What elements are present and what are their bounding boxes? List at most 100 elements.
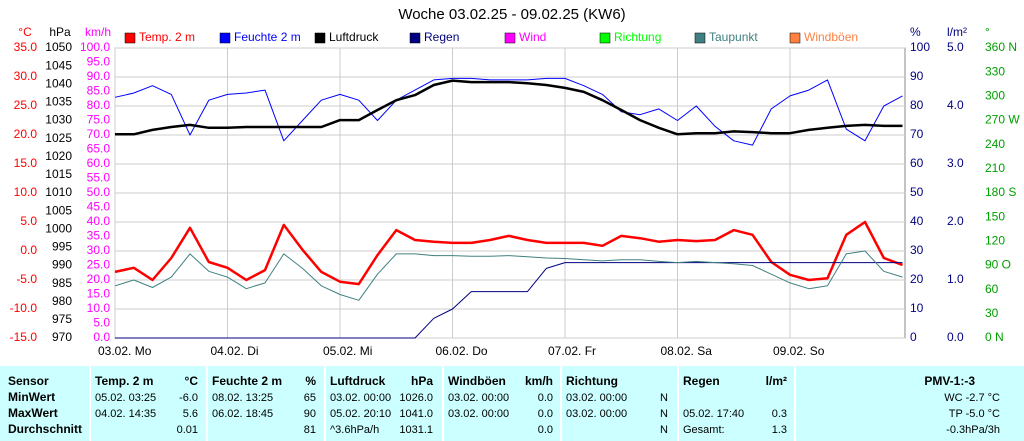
x-tick-label: 09.02. So bbox=[773, 344, 825, 358]
y-tick-label: 40 bbox=[910, 214, 924, 228]
y-tick-label: 85.0 bbox=[87, 84, 111, 98]
axis-unit: hPa bbox=[49, 25, 71, 39]
y-tick-label: 1030 bbox=[45, 113, 72, 127]
y-tick-label: 80 bbox=[910, 98, 924, 112]
y-tick-label: 100.0 bbox=[80, 40, 110, 54]
legend-label: Taupunkt bbox=[709, 30, 758, 44]
cell-time: 04.02. 14:35 bbox=[95, 408, 156, 420]
y-tick-label: 35.0 bbox=[87, 229, 111, 243]
cell-value: 0.3 bbox=[772, 408, 787, 420]
axis-unit: km/h bbox=[85, 25, 111, 39]
legend-swatch bbox=[409, 32, 421, 44]
table-header: Sensor bbox=[8, 374, 49, 388]
y-tick-label: 75.0 bbox=[87, 113, 111, 127]
y-tick-label: 100 bbox=[910, 40, 930, 54]
x-tick-label: 08.02. Sa bbox=[661, 344, 713, 358]
y-tick-label: 60 bbox=[910, 156, 924, 170]
y-tick-label: 10 bbox=[910, 301, 924, 315]
y-tick-label: 980 bbox=[52, 294, 72, 308]
y-tick-label: 300 bbox=[985, 89, 1005, 103]
cell-time: 03.02. 00:00 bbox=[330, 392, 391, 404]
y-tick-label: 270 W bbox=[985, 113, 1020, 127]
x-tick-label: 05.02. Mi bbox=[323, 344, 372, 358]
y-tick-label: 2.0 bbox=[947, 214, 964, 228]
table-header: Temp. 2 m bbox=[95, 374, 153, 388]
y-tick-label: 1015 bbox=[45, 167, 72, 181]
cell-value: 65 bbox=[304, 392, 316, 404]
legend-swatch bbox=[789, 32, 801, 44]
cell-time: 05.02. 03:25 bbox=[95, 392, 156, 404]
cell-time: 08.02. 13:25 bbox=[212, 392, 273, 404]
y-tick-label: 10.0 bbox=[87, 301, 111, 315]
y-tick-label: 990 bbox=[52, 258, 72, 272]
y-tick-label: 35.0 bbox=[14, 40, 38, 54]
cell-time: 05.02. 20:10 bbox=[330, 408, 391, 420]
y-tick-label: 5.0 bbox=[20, 214, 37, 228]
legend-label: Richtung bbox=[614, 30, 661, 44]
legend-label: Wind bbox=[519, 30, 546, 44]
cell-value: 1031.1 bbox=[399, 424, 433, 436]
y-tick-label: 1020 bbox=[45, 149, 72, 163]
cell-value: 5.6 bbox=[183, 408, 198, 420]
y-tick-label: 240 bbox=[985, 137, 1005, 151]
table-bg bbox=[0, 366, 1024, 441]
cell-value: N bbox=[660, 408, 668, 420]
y-tick-label: 985 bbox=[52, 276, 72, 290]
y-tick-label: 1025 bbox=[45, 131, 72, 145]
table-header: Regen bbox=[683, 374, 720, 388]
legend-label: Luftdruck bbox=[329, 30, 379, 44]
table-unit: km/h bbox=[525, 374, 553, 388]
series-line bbox=[114, 250, 903, 301]
cell-time: 03.02. 00:00 bbox=[448, 408, 509, 420]
y-tick-label: 1000 bbox=[45, 221, 72, 235]
series-line bbox=[115, 262, 903, 339]
y-tick-label: 60.0 bbox=[87, 156, 111, 170]
row-label: MaxWert bbox=[8, 406, 58, 420]
cell-time: 05.02. 17:40 bbox=[683, 408, 744, 420]
cell-time: 03.02. 00:00 bbox=[448, 392, 509, 404]
cell-value: 90 bbox=[304, 408, 316, 420]
table-header: Feuchte 2 m bbox=[212, 374, 282, 388]
y-tick-label: 90 bbox=[910, 69, 924, 83]
y-tick-label: 1050 bbox=[45, 40, 72, 54]
x-tick-label: 06.02. Do bbox=[436, 344, 488, 358]
y-tick-label: 70 bbox=[910, 127, 924, 141]
cell-value: N bbox=[660, 424, 668, 436]
table-header: PMV-1:-3 bbox=[924, 374, 975, 388]
y-tick-label: 1040 bbox=[45, 76, 72, 90]
cell-extra: TP -5.0 °C bbox=[949, 408, 1000, 420]
y-tick-label: 95.0 bbox=[87, 55, 111, 69]
y-tick-label: 15.0 bbox=[87, 287, 111, 301]
series-line bbox=[114, 77, 903, 146]
cell-time: 03.02. 00:00 bbox=[566, 392, 627, 404]
x-tick-label: 07.02. Fr bbox=[548, 344, 596, 358]
y-tick-label: 80.0 bbox=[87, 98, 111, 112]
y-tick-label: 1045 bbox=[45, 58, 72, 72]
axis-unit: l/m² bbox=[947, 25, 967, 39]
y-tick-label: 5.0 bbox=[93, 316, 110, 330]
legend-swatch bbox=[504, 32, 516, 44]
cell-time: ^3.6hPa/h bbox=[330, 424, 379, 436]
y-tick-label: 90 O bbox=[985, 258, 1011, 272]
cell-extra: -0.3hPa/3h bbox=[946, 424, 1000, 436]
y-tick-label: 970 bbox=[52, 330, 72, 344]
y-tick-label: 20.0 bbox=[14, 127, 38, 141]
row-label: Durchschnitt bbox=[8, 422, 82, 436]
cell-value: 1.3 bbox=[772, 424, 787, 436]
y-tick-label: 25.0 bbox=[87, 258, 111, 272]
y-tick-label: 70.0 bbox=[87, 127, 111, 141]
y-tick-label: 55.0 bbox=[87, 171, 111, 185]
y-tick-label: 0 N bbox=[985, 330, 1004, 344]
axis-unit: ° bbox=[985, 25, 990, 39]
legend-swatch bbox=[599, 32, 611, 44]
cell-value: N bbox=[660, 392, 668, 404]
axis-unit: °C bbox=[18, 25, 32, 39]
cell-time: 06.02. 18:45 bbox=[212, 408, 273, 420]
y-tick-label: 0.0 bbox=[93, 330, 110, 344]
y-tick-label: 30.0 bbox=[14, 69, 38, 83]
y-tick-label: 1005 bbox=[45, 203, 72, 217]
y-tick-label: 0.0 bbox=[20, 243, 37, 257]
y-tick-label: 150 bbox=[985, 209, 1005, 223]
y-tick-label: 45.0 bbox=[87, 200, 111, 214]
cell-value: 0.0 bbox=[538, 392, 553, 404]
